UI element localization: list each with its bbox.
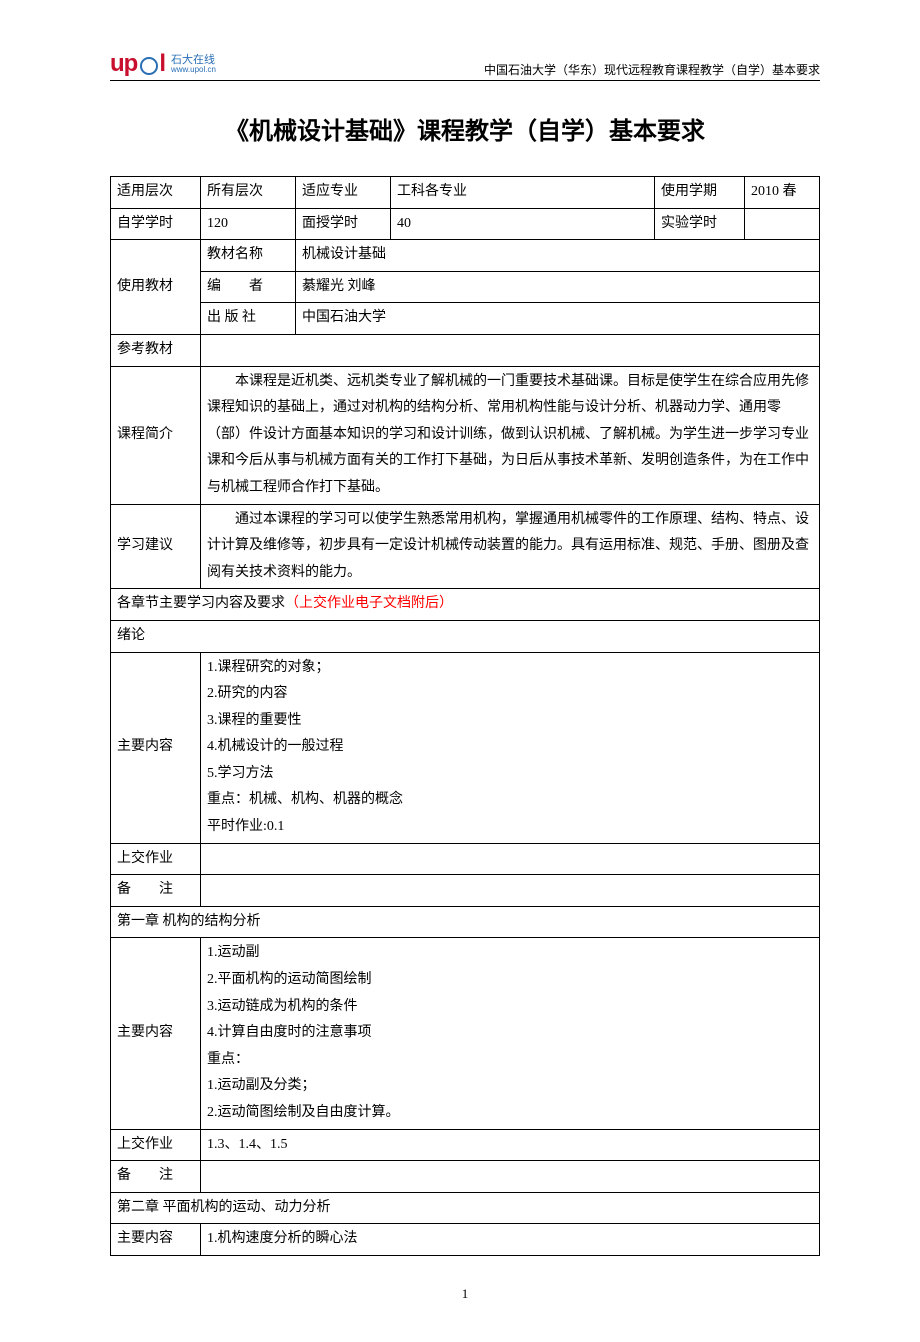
label-major: 适应专业 <box>296 177 391 209</box>
label-submit: 上交作业 <box>111 843 201 875</box>
value-major: 工科各专业 <box>391 177 655 209</box>
value-tb-name: 机械设计基础 <box>296 240 820 272</box>
chapter-note <box>201 1161 820 1193</box>
chapter-title: 第一章 机构的结构分析 <box>111 906 820 938</box>
label-exp-hours: 实验学时 <box>655 208 745 240</box>
label-self-hours: 自学学时 <box>111 208 201 240</box>
value-self-hours: 120 <box>201 208 296 240</box>
chapter-content: 1.课程研究的对象； 2.研究的内容 3.课程的重要性 4.机械设计的一般过程 … <box>201 652 820 843</box>
page-number: 1 <box>110 1286 820 1302</box>
chapter-submit <box>201 843 820 875</box>
header-right-text: 中国石油大学（华东）现代远程教育课程教学（自学）基本要求 <box>484 61 820 78</box>
logo-text-up: up <box>110 50 137 78</box>
chapter-header-row: 第一章 机构的结构分析 <box>111 906 820 938</box>
value-tb-press: 中国石油大学 <box>296 303 820 335</box>
value-face-hours: 40 <box>391 208 655 240</box>
label-submit: 上交作业 <box>111 1129 201 1161</box>
chapter-submit: 1.3、1.4、1.5 <box>201 1129 820 1161</box>
section-header: 各章节主要学习内容及要求（上交作业电子文档附后） <box>111 589 820 621</box>
table-row: 上交作业 <box>111 843 820 875</box>
section-header-row: 各章节主要学习内容及要求（上交作业电子文档附后） <box>111 589 820 621</box>
chapter-title: 绪论 <box>111 620 820 652</box>
logo-circle-icon <box>140 57 158 75</box>
value-exp-hours <box>745 208 820 240</box>
table-row: 出 版 社 中国石油大学 <box>111 303 820 335</box>
table-row: 编 者 綦耀光 刘峰 <box>111 271 820 303</box>
label-note: 备 注 <box>111 1161 201 1193</box>
label-note: 备 注 <box>111 875 201 907</box>
label-term: 使用学期 <box>655 177 745 209</box>
label-face-hours: 面授学时 <box>296 208 391 240</box>
document-title: 《机械设计基础》课程教学（自学）基本要求 <box>110 111 820 146</box>
page-header: up l 石大在线 www.upol.cn 中国石油大学（华东）现代远程教育课程… <box>110 50 820 81</box>
logo-url: www.upol.cn <box>171 66 216 74</box>
label-textbook: 使用教材 <box>111 240 201 335</box>
label-level: 适用层次 <box>111 177 201 209</box>
value-advice: 通过本课程的学习可以使学生熟悉常用机构，掌握通用机械零件的工作原理、结构、特点、… <box>201 504 820 589</box>
logo-chinese: 石大在线 www.upol.cn <box>171 55 216 74</box>
label-tb-name: 教材名称 <box>201 240 296 272</box>
logo-cn-name: 石大在线 <box>171 55 216 66</box>
chapter-header-row: 第二章 平面机构的运动、动力分析 <box>111 1192 820 1224</box>
table-row: 备 注 <box>111 875 820 907</box>
label-advice: 学习建议 <box>111 504 201 589</box>
table-row: 主要内容 1.运动副 2.平面机构的运动简图绘制 3.运动链成为机构的条件 4.… <box>111 938 820 1129</box>
label-main-content: 主要内容 <box>111 652 201 843</box>
table-row: 适用层次 所有层次 适应专业 工科各专业 使用学期 2010 春 <box>111 177 820 209</box>
logo-text-l: l <box>159 50 166 78</box>
value-intro: 本课程是近机类、远机类专业了解机械的一门重要技术基础课。目标是使学生在综合应用先… <box>201 366 820 504</box>
chapter-note <box>201 875 820 907</box>
chapter-content: 1.机构速度分析的瞬心法 <box>201 1224 820 1256</box>
table-row: 上交作业 1.3、1.4、1.5 <box>111 1129 820 1161</box>
table-row: 使用教材 教材名称 机械设计基础 <box>111 240 820 272</box>
table-row: 主要内容 1.机构速度分析的瞬心法 <box>111 1224 820 1256</box>
chapter-content: 1.运动副 2.平面机构的运动简图绘制 3.运动链成为机构的条件 4.计算自由度… <box>201 938 820 1129</box>
document-page: up l 石大在线 www.upol.cn 中国石油大学（华东）现代远程教育课程… <box>0 0 920 1342</box>
table-row: 课程简介 本课程是近机类、远机类专业了解机械的一门重要技术基础课。目标是使学生在… <box>111 366 820 504</box>
table-row: 自学学时 120 面授学时 40 实验学时 <box>111 208 820 240</box>
table-row: 参考教材 <box>111 334 820 366</box>
logo: up l 石大在线 www.upol.cn <box>110 50 216 78</box>
label-tb-author: 编 者 <box>201 271 296 303</box>
value-ref <box>201 334 820 366</box>
value-level: 所有层次 <box>201 177 296 209</box>
course-info-table: 适用层次 所有层次 适应专业 工科各专业 使用学期 2010 春 自学学时 12… <box>110 176 820 1256</box>
chapter-title: 第二章 平面机构的运动、动力分析 <box>111 1192 820 1224</box>
value-term: 2010 春 <box>745 177 820 209</box>
label-intro: 课程简介 <box>111 366 201 504</box>
label-ref: 参考教材 <box>111 334 201 366</box>
table-row: 学习建议 通过本课程的学习可以使学生熟悉常用机构，掌握通用机械零件的工作原理、结… <box>111 504 820 589</box>
value-tb-author: 綦耀光 刘峰 <box>296 271 820 303</box>
section-title-black: 各章节主要学习内容及要求 <box>117 596 285 611</box>
chapter-header-row: 绪论 <box>111 620 820 652</box>
table-row: 备 注 <box>111 1161 820 1193</box>
section-title-red: （上交作业电子文档附后） <box>285 596 453 611</box>
label-main-content: 主要内容 <box>111 1224 201 1256</box>
label-tb-press: 出 版 社 <box>201 303 296 335</box>
label-main-content: 主要内容 <box>111 938 201 1129</box>
table-row: 主要内容 1.课程研究的对象； 2.研究的内容 3.课程的重要性 4.机械设计的… <box>111 652 820 843</box>
